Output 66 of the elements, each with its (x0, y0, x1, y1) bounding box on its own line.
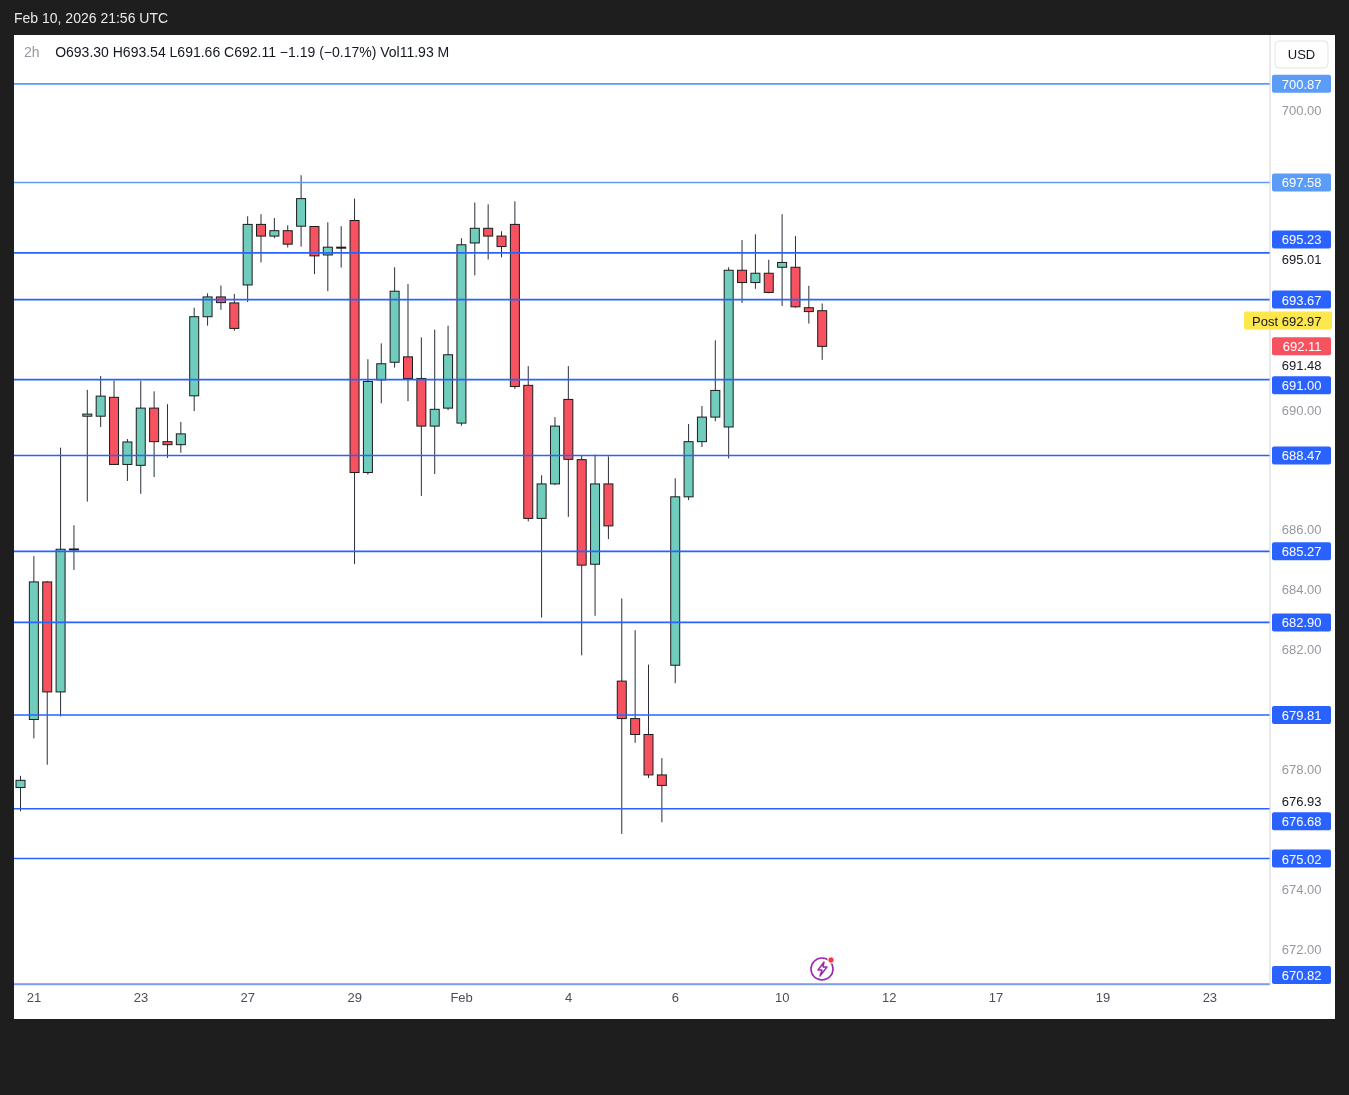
candlestick (175, 421, 186, 454)
candlestick (737, 239, 748, 304)
x-tick-label: 10 (775, 990, 790, 1006)
candlestick (82, 389, 93, 503)
ref-line-label: 682.90 (1281, 615, 1322, 631)
candlestick (336, 225, 347, 269)
candlestick (202, 292, 213, 327)
candlestick (429, 329, 440, 475)
candlestick (282, 224, 293, 248)
ref-line-label: 700.87 (1281, 76, 1322, 92)
y-tick-label: 684.00 (1281, 582, 1322, 598)
x-tick-label: 23 (133, 990, 149, 1006)
x-tick-label: 4 (564, 990, 573, 1006)
ref-line-label: 693.67 (1281, 292, 1322, 308)
candlestick (15, 775, 26, 812)
candlestick (656, 757, 667, 823)
y-tick-label: 674.00 (1281, 882, 1322, 898)
candlestick (256, 213, 267, 263)
x-tick-label: Feb (450, 990, 473, 1006)
candlestick (777, 213, 788, 307)
x-tick-label: 23 (1202, 990, 1218, 1006)
x-tick-label: 19 (1095, 990, 1111, 1006)
ref-line-label: 695.23 (1281, 232, 1322, 248)
y-tick-label: 682.00 (1281, 642, 1322, 658)
candlestick (469, 202, 480, 276)
text: Feb 10, 2026 21:56 UTC (14, 10, 169, 26)
candlestick (122, 438, 133, 482)
candlestick (483, 203, 494, 260)
ref-line-label: 685.27 (1281, 544, 1322, 560)
candlestick (402, 283, 413, 402)
y-axis-title: USD (1287, 47, 1316, 62)
ref-line-label: 691.00 (1281, 378, 1322, 394)
text: O693.30 H693.54 L691.66 C692.11 −1.19 (−0.17%) Vol11.93 M (55, 44, 450, 60)
candlestick (95, 375, 106, 428)
x-tick-label: 12 (881, 990, 897, 1006)
candlestick (68, 524, 79, 571)
candlestick (376, 342, 387, 404)
ref-line-label: 697.58 (1281, 175, 1322, 191)
y-tick-label: Post 692.97 (1252, 313, 1322, 329)
y-tick-label: 686.00 (1281, 522, 1322, 538)
ref-line-label: 670.82 (1281, 968, 1322, 983)
y-tick-label: 672.00 (1281, 942, 1322, 958)
ref-line-label: 676.68 (1281, 814, 1322, 830)
ref-line-label: 679.81 (1281, 707, 1322, 723)
candlestick (269, 217, 280, 239)
y-tick-label: 695.01 (1281, 252, 1322, 268)
y-tick-label: 700.00 (1281, 102, 1322, 118)
candlestick (803, 285, 814, 325)
x-tick-label: 6 (671, 990, 680, 1006)
ref-line-label: 675.02 (1281, 851, 1322, 867)
candlestick (750, 233, 761, 290)
y-tick-label: 690.00 (1281, 402, 1322, 418)
y-tick-label: 691.48 (1281, 358, 1322, 374)
candlestick (162, 403, 173, 459)
x-tick-label: 29 (347, 990, 362, 1006)
ref-line-label: 688.47 (1281, 448, 1322, 464)
y-tick-label: 692.11 (1282, 339, 1322, 355)
y-tick-label: 676.93 (1281, 794, 1322, 810)
x-tick-label: 27 (240, 990, 256, 1006)
y-tick-label: 678.00 (1281, 762, 1322, 778)
x-tick-label: 17 (988, 990, 1004, 1006)
x-tick-label: 21 (26, 990, 42, 1006)
candlestick (630, 629, 641, 744)
candlestick (763, 259, 774, 294)
text: 2h (24, 44, 40, 60)
candlestick (496, 230, 507, 258)
